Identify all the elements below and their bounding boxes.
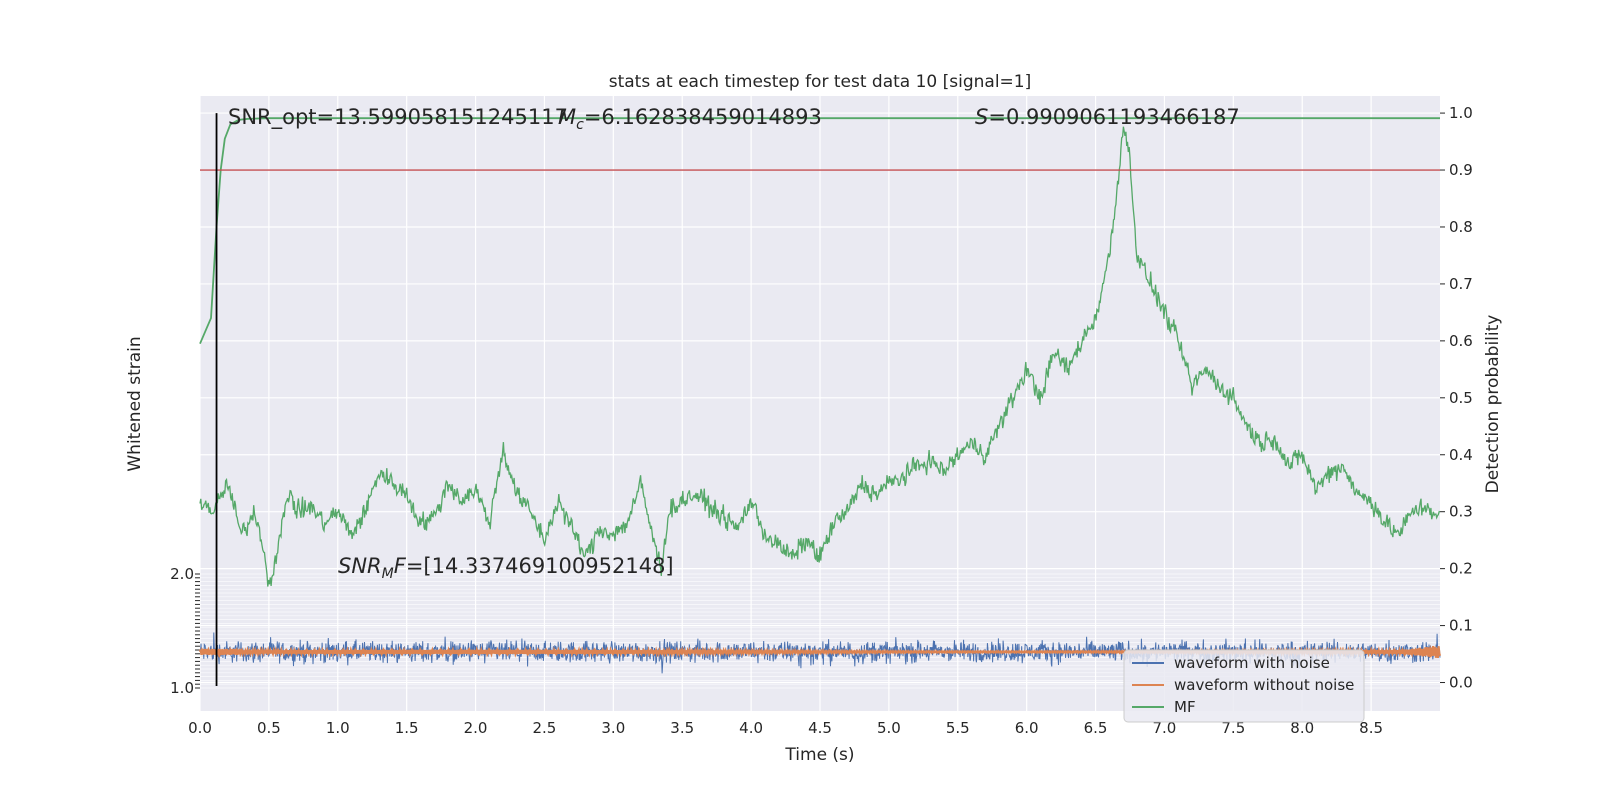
y-right-tick-label: 0.8	[1449, 218, 1473, 236]
y-left-tick-label-top: 2.0	[170, 565, 194, 583]
x-tick-label: 6.5	[1084, 719, 1108, 737]
snr-mf-annotation: SNRMF=[14.337469100952148]	[338, 554, 674, 582]
x-tick-label: 3.5	[670, 719, 694, 737]
x-tick-label: 7.5	[1221, 719, 1245, 737]
chart-title: stats at each timestep for test data 10 …	[609, 72, 1032, 92]
chirp-mass-annotation: Mc=6.162838459014893	[558, 105, 822, 133]
y-right-axis-ticks: 0.0 0.1 0.2 0.3 0.4 0.5 0.6 0.7 0.8 0.9 1.0	[1440, 104, 1473, 692]
y-left-axis-ticks: 2.0 1.0	[170, 565, 200, 697]
y-left-tick-label-bottom: 1.0	[170, 679, 194, 697]
y-left-axis-label: Whitened strain	[125, 336, 145, 471]
legend-label-noise: waveform with noise	[1174, 654, 1330, 672]
x-tick-label: 8.0	[1290, 719, 1314, 737]
mf-series	[199, 126, 1441, 587]
y-right-tick-label: 0.3	[1449, 503, 1473, 521]
y-right-tick-label: 0.1	[1449, 617, 1473, 635]
x-tick-label: 1.5	[395, 719, 419, 737]
x-tick-label: 0.5	[257, 719, 281, 737]
x-tick-label: 8.5	[1359, 719, 1383, 737]
y-right-tick-label: 1.0	[1449, 104, 1473, 122]
x-tick-label: 4.5	[808, 719, 832, 737]
y-right-tick-label: 0.0	[1449, 674, 1473, 692]
legend-label-mf: MF	[1174, 698, 1196, 716]
y-right-tick-label: 0.7	[1449, 275, 1473, 293]
y-right-tick-label: 0.5	[1449, 389, 1473, 407]
x-tick-label: 3.0	[601, 719, 625, 737]
x-axis-ticks: 0.0 0.5 1.0 1.5 2.0 2.5 3.0 3.5 4.0 4.5 5.0 5.5 6.0 6…	[188, 719, 1383, 737]
y-right-axis-label: Detection probability	[1483, 315, 1503, 494]
x-tick-label: 2.5	[533, 719, 557, 737]
legend: waveform with noise waveform without noi…	[1123, 649, 1365, 723]
snr-opt-annotation: SNR_opt=13.599058151245117	[228, 105, 568, 130]
y-right-tick-label: 0.6	[1449, 332, 1473, 350]
x-tick-label: 1.0	[326, 719, 350, 737]
x-tick-label: 5.0	[877, 719, 901, 737]
s-annotation: S=0.9909061193466187	[975, 105, 1240, 129]
legend-label-clean: waveform without noise	[1174, 676, 1354, 694]
x-tick-label: 7.0	[1153, 719, 1177, 737]
y-right-tick-label: 0.4	[1449, 446, 1473, 464]
x-axis-label: Time (s)	[784, 745, 854, 765]
x-tick-label: 6.0	[1015, 719, 1039, 737]
mf-statistic-line	[199, 126, 1441, 587]
x-tick-label: 2.0	[464, 719, 488, 737]
x-tick-label: 0.0	[188, 719, 212, 737]
y-right-tick-label: 0.2	[1449, 560, 1473, 578]
legend-box	[1123, 649, 1365, 723]
x-tick-label: 5.5	[946, 719, 970, 737]
y-right-tick-label: 0.9	[1449, 161, 1473, 179]
x-tick-label: 4.0	[739, 719, 763, 737]
